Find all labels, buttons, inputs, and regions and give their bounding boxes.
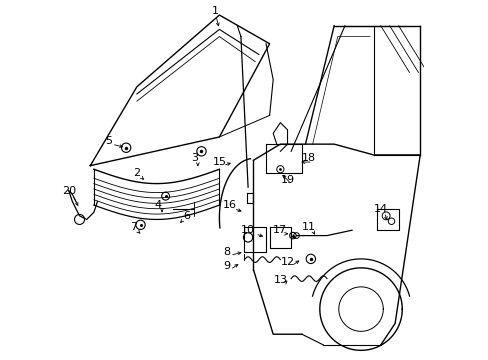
Text: 10: 10: [241, 225, 255, 235]
Text: 18: 18: [302, 153, 315, 163]
Text: 19: 19: [280, 175, 294, 185]
Text: 12: 12: [280, 257, 294, 267]
Text: 6: 6: [183, 211, 190, 221]
Text: 16: 16: [223, 200, 237, 210]
Text: 9: 9: [223, 261, 230, 271]
Text: 8: 8: [223, 247, 230, 257]
Text: 1: 1: [212, 6, 219, 17]
Text: 11: 11: [302, 222, 315, 231]
Text: 15: 15: [212, 157, 226, 167]
Text: 13: 13: [273, 275, 287, 285]
Text: 7: 7: [129, 222, 137, 231]
Text: 14: 14: [373, 204, 387, 214]
Text: 4: 4: [155, 200, 162, 210]
Text: 2: 2: [133, 168, 140, 178]
Text: 20: 20: [61, 186, 76, 196]
Text: 5: 5: [104, 136, 111, 145]
Text: 17: 17: [273, 225, 287, 235]
Text: 3: 3: [190, 153, 197, 163]
